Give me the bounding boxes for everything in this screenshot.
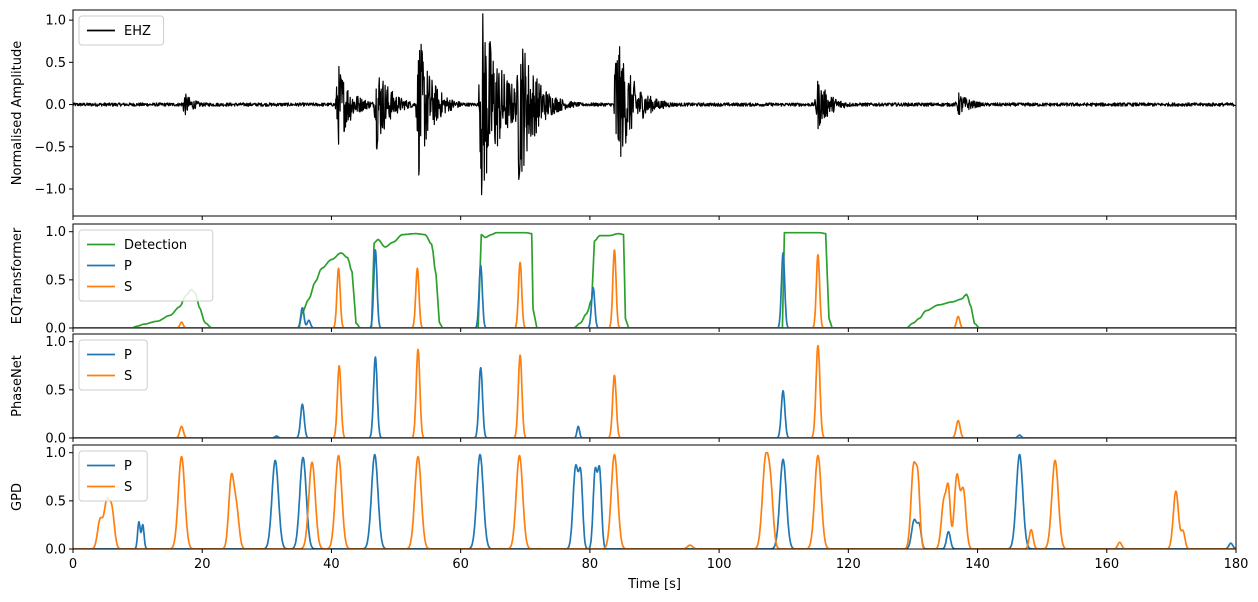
axes-frame — [72, 444, 1237, 550]
axes-frame — [72, 333, 1237, 439]
y-tick-label: 0.0 — [45, 322, 66, 337]
series-p-line — [73, 249, 1236, 328]
y-tick-label: 0.5 — [45, 273, 66, 288]
legend-label: P — [124, 259, 132, 274]
x-tick-label: 120 — [836, 557, 861, 572]
x-tick-label: 20 — [194, 557, 211, 572]
plot-area — [73, 231, 1236, 328]
legend-box — [78, 229, 214, 302]
y-axis-label: EQTransformer — [10, 227, 25, 324]
series-ehz-line — [73, 13, 1236, 196]
y-tick-label: 0.0 — [45, 432, 66, 447]
legend-label: EHZ — [124, 24, 151, 39]
y-tick-label: 0.0 — [45, 543, 66, 558]
legend-label: P — [124, 348, 132, 363]
legend-label: Detection — [124, 238, 187, 253]
x-axis-label: Time [s] — [627, 577, 681, 592]
panel-2: 0.0 0.5 1.0 EQTransformer Detection PS — [10, 223, 1237, 337]
series-detection-line — [73, 231, 1236, 328]
panel-3: 0.0 0.5 1.0 PhaseNet PS — [10, 333, 1237, 447]
series-p-line — [73, 453, 1236, 549]
legend-label: S — [124, 369, 132, 384]
legend-box — [78, 339, 148, 391]
y-axis-label: Normalised Amplitude — [10, 41, 25, 185]
y-tick-label: 0.5 — [45, 56, 66, 71]
legend-label: S — [124, 280, 132, 295]
x-tick-label: 60 — [452, 557, 469, 572]
y-tick-label: 1.0 — [45, 14, 66, 29]
y-axis-label: PhaseNet — [10, 355, 25, 417]
legend: EHZ — [78, 15, 165, 46]
plot-area — [73, 451, 1236, 549]
x-tick-label: 80 — [582, 557, 599, 572]
legend: Detection PS — [78, 229, 214, 302]
y-tick-label: 1.0 — [45, 335, 66, 350]
x-tick-label: 140 — [965, 557, 990, 572]
x-tick-label: 180 — [1224, 557, 1249, 572]
x-tick-label: 40 — [323, 557, 340, 572]
y-tick-label: 0.5 — [45, 494, 66, 509]
legend: PS — [78, 450, 148, 502]
y-tick-label: −0.5 — [34, 140, 66, 155]
y-tick-label: 1.0 — [45, 225, 66, 240]
x-tick-label: 160 — [1094, 557, 1119, 572]
plot-area — [73, 13, 1236, 196]
legend-box — [78, 15, 165, 46]
series-s-line — [73, 451, 1236, 549]
panel-1: −1.0 −0.5 0.0 0.5 1.0 Normalised Amplitude EHZ — [10, 9, 1237, 220]
series-p-line — [73, 356, 1236, 438]
panel-4: 0.0 0.5 1.0 0 20 40 60 80 100 120 140 160 180 Time [s… — [10, 444, 1249, 592]
y-tick-label: 1.0 — [45, 446, 66, 461]
y-tick-label: −1.0 — [34, 182, 66, 197]
axes-frame — [72, 223, 1237, 329]
plot-area — [73, 344, 1236, 438]
y-tick-label: 0.0 — [45, 98, 66, 113]
x-tick-label: 100 — [707, 557, 732, 572]
axes-frame — [72, 9, 1237, 217]
legend-box — [78, 450, 148, 502]
legend: PS — [78, 339, 148, 391]
y-axis-label: GPD — [10, 483, 25, 511]
legend-label: S — [124, 480, 132, 495]
y-tick-label: 0.5 — [45, 383, 66, 398]
series-s-line — [73, 249, 1236, 328]
legend-label: P — [124, 459, 132, 474]
series-s-line — [73, 344, 1236, 438]
x-tick-label: 0 — [69, 557, 77, 572]
